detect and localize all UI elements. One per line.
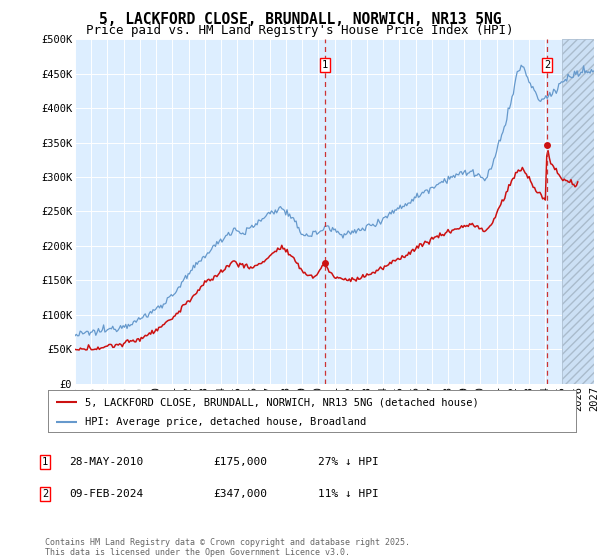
Text: 1: 1 bbox=[42, 457, 48, 467]
Text: £175,000: £175,000 bbox=[213, 457, 267, 467]
Bar bbox=[562, 39, 594, 384]
Text: 2: 2 bbox=[544, 60, 550, 71]
Bar bbox=[562, 39, 594, 384]
Text: 1: 1 bbox=[322, 60, 328, 71]
Text: £347,000: £347,000 bbox=[213, 489, 267, 499]
Text: 27% ↓ HPI: 27% ↓ HPI bbox=[318, 457, 379, 467]
Text: 28-MAY-2010: 28-MAY-2010 bbox=[69, 457, 143, 467]
Text: Price paid vs. HM Land Registry's House Price Index (HPI): Price paid vs. HM Land Registry's House … bbox=[86, 24, 514, 36]
Text: Contains HM Land Registry data © Crown copyright and database right 2025.
This d: Contains HM Land Registry data © Crown c… bbox=[45, 538, 410, 557]
Text: 5, LACKFORD CLOSE, BRUNDALL, NORWICH, NR13 5NG: 5, LACKFORD CLOSE, BRUNDALL, NORWICH, NR… bbox=[99, 12, 501, 27]
Text: 5, LACKFORD CLOSE, BRUNDALL, NORWICH, NR13 5NG (detached house): 5, LACKFORD CLOSE, BRUNDALL, NORWICH, NR… bbox=[85, 397, 479, 407]
Text: HPI: Average price, detached house, Broadland: HPI: Average price, detached house, Broa… bbox=[85, 417, 366, 427]
Text: 09-FEB-2024: 09-FEB-2024 bbox=[69, 489, 143, 499]
Text: 2: 2 bbox=[42, 489, 48, 499]
Text: 11% ↓ HPI: 11% ↓ HPI bbox=[318, 489, 379, 499]
